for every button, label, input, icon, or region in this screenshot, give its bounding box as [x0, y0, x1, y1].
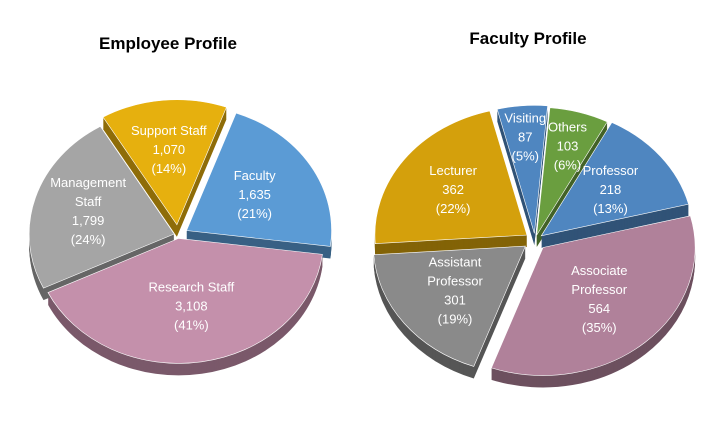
slice-label: Professor 218 (13%) — [583, 163, 639, 216]
pie-slice[interactable] — [374, 110, 528, 244]
slice-label: Research Staff 3,108 (41%) — [148, 279, 234, 332]
pie-slice[interactable] — [47, 238, 323, 364]
pie-slice[interactable] — [102, 99, 227, 226]
slice-label: Associate Professor 564 (35%) — [571, 263, 628, 335]
slice-label: Visiting 87 (5%) — [504, 111, 546, 164]
pie-slice[interactable] — [28, 126, 175, 289]
slice-label: Support Staff 1,070 (14%) — [131, 123, 207, 176]
pie-slice[interactable] — [491, 215, 696, 376]
chart-title: Faculty Profile — [469, 29, 586, 48]
pie-slice[interactable] — [373, 245, 526, 367]
slice-label: Assistant Professor 301 (19%) — [427, 254, 483, 326]
pie-slice[interactable] — [496, 105, 548, 234]
slice-label: Management Staff 1,799 (24%) — [50, 175, 126, 247]
pie-chart-1: Employee Profile Faculty 1,635 (21%) Researc… — [28, 34, 332, 376]
slice-label: Lecturer 362 (22%) — [429, 163, 477, 216]
slice-label: Others 103 (6%) — [548, 120, 588, 173]
pie-slice[interactable] — [536, 107, 608, 236]
slice-label: Faculty 1,635 (21%) — [234, 168, 276, 221]
pie-chart-2: Faculty Profile Others 103 (6%) Professor 218… — [373, 29, 696, 388]
chart-title: Employee Profile — [99, 34, 237, 53]
pie-slice[interactable] — [540, 122, 689, 237]
pie-slice[interactable] — [186, 112, 332, 247]
